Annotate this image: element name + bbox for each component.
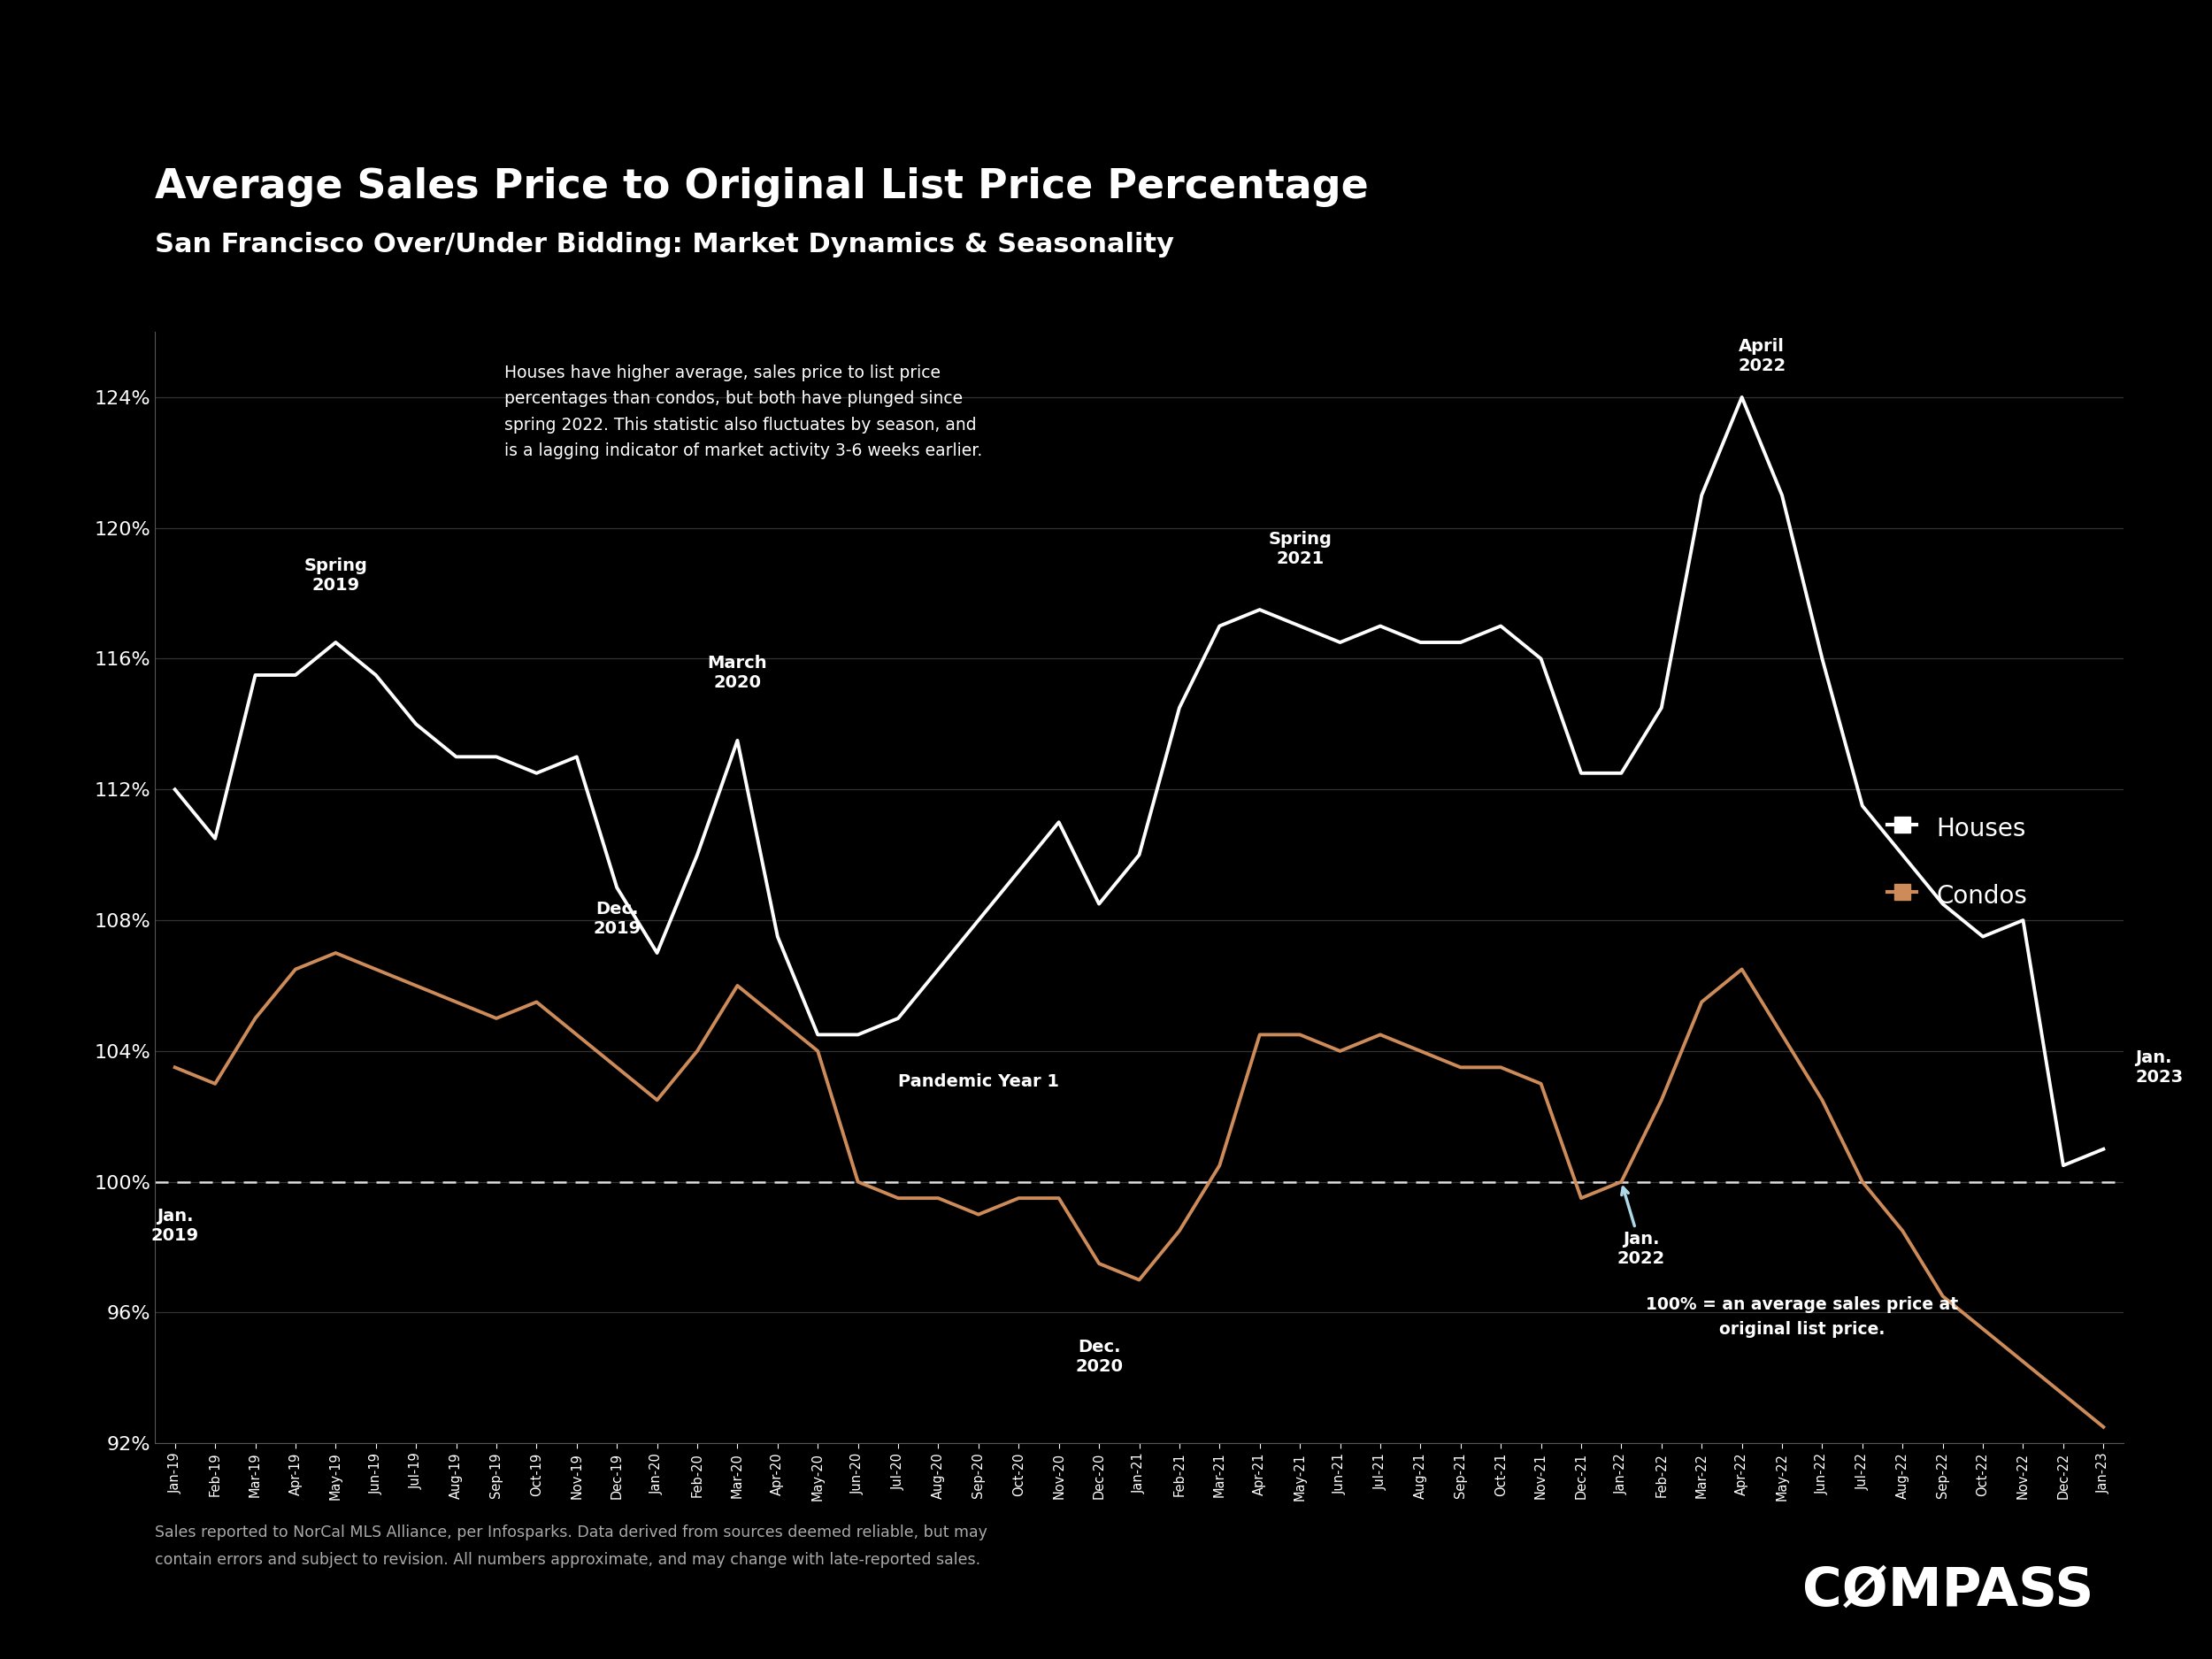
Text: Dec.
2019: Dec. 2019 [593, 901, 641, 937]
Text: Spring
2019: Spring 2019 [303, 557, 367, 594]
Text: Spring
2021: Spring 2021 [1267, 531, 1332, 567]
Legend: Houses, Condos: Houses, Condos [1863, 788, 2053, 934]
Text: Jan.
2019: Jan. 2019 [150, 1208, 199, 1244]
Text: Average Sales Price to Original List Price Percentage: Average Sales Price to Original List Pri… [155, 168, 1369, 207]
Text: Houses have higher average, sales price to list price
percentages than condos, b: Houses have higher average, sales price … [504, 365, 982, 460]
Text: Dec.
2020: Dec. 2020 [1075, 1339, 1124, 1375]
Text: CØMPASS: CØMPASS [1803, 1566, 2095, 1618]
Text: Jan.
2022: Jan. 2022 [1617, 1188, 1666, 1267]
Text: Jan.
2023: Jan. 2023 [2135, 1048, 2183, 1085]
Text: March
2020: March 2020 [708, 655, 768, 692]
Text: 100% = an average sales price at
original list price.: 100% = an average sales price at origina… [1646, 1296, 1958, 1337]
Text: Pandemic Year 1: Pandemic Year 1 [898, 1073, 1060, 1090]
Text: April
2022: April 2022 [1739, 338, 1785, 375]
Text: Sales reported to NorCal MLS Alliance, per Infosparks. Data derived from sources: Sales reported to NorCal MLS Alliance, p… [155, 1525, 987, 1568]
Text: San Francisco Over/Under Bidding: Market Dynamics & Seasonality: San Francisco Over/Under Bidding: Market… [155, 232, 1175, 257]
